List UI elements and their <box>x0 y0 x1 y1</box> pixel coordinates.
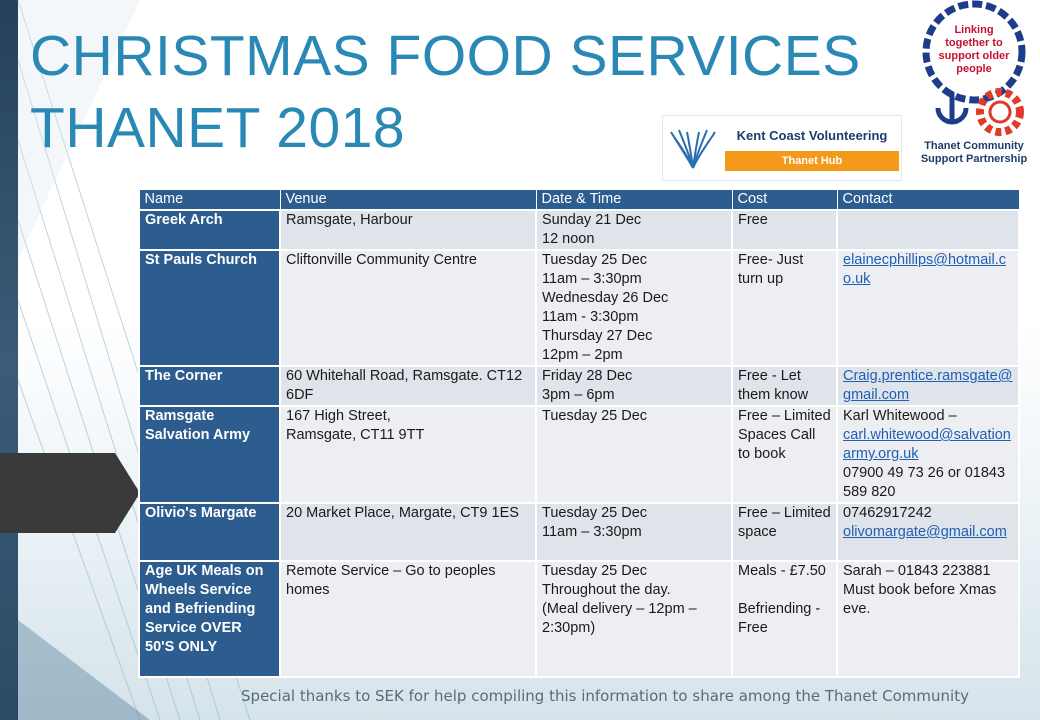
left-accent-band <box>0 0 18 720</box>
row-venue: 60 Whitehall Road, Ramsgate. CT12 6DF <box>279 365 537 407</box>
kcv-hub-label: Thanet Hub <box>725 151 899 171</box>
email-link[interactable]: elainecphillips@hotmail.co.uk <box>843 252 1007 287</box>
row-contact: elainecphillips@hotmail.co.uk <box>836 249 1020 367</box>
email-link[interactable]: carl.whitewood@salvationarmy.org.uk <box>843 427 1011 462</box>
table-row: Ramsgate Salvation Army 167 High Street,… <box>138 405 1020 504</box>
row-contact: 07462917242 olivomargate@gmail.com <box>836 502 1020 562</box>
page-title-line1: CHRISTMAS FOOD SERVICES <box>30 24 861 88</box>
contact-phone: 07462917242 <box>843 505 932 521</box>
row-name: Age UK Meals on Wheels Service and Befri… <box>138 560 281 678</box>
row-venue: 167 High Street, Ramsgate, CT11 9TT <box>279 405 537 504</box>
header-name: Name <box>138 189 281 211</box>
table-row: Olivio's Margate 20 Market Place, Margat… <box>138 502 1020 562</box>
row-date: Sunday 21 Dec 12 noon <box>535 209 733 251</box>
table-header-row: Name Venue Date & Time Cost Contact <box>138 189 1020 211</box>
page-title-line2: THANET 2018 <box>30 96 406 160</box>
services-table: Name Venue Date & Time Cost Contact Gree… <box>138 189 1020 678</box>
row-venue: Cliftonville Community Centre <box>279 249 537 367</box>
contact-phone: 07900 49 73 26 or 01843 589 820 <box>843 465 1006 500</box>
header-date-time: Date & Time <box>535 189 733 211</box>
dark-arrow-tab <box>0 453 140 533</box>
row-cost: Free <box>731 209 838 251</box>
tcsp-logo: Linking together to support older people… <box>908 0 1040 180</box>
header-cost: Cost <box>731 189 838 211</box>
email-link[interactable]: Craig.prentice.ramsgate@gmail.com <box>843 368 1013 403</box>
row-contact: Sarah – 01843 223881 Must book before Xm… <box>836 560 1020 678</box>
row-name: Ramsgate Salvation Army <box>138 405 281 504</box>
tcsp-org-name: Thanet Community Support Partnership <box>920 140 1028 165</box>
chain-ring-icon <box>922 0 1026 136</box>
email-link[interactable]: olivomargate@gmail.com <box>843 524 1007 540</box>
row-cost: Free - Let them know <box>731 365 838 407</box>
table-row: Age UK Meals on Wheels Service and Befri… <box>138 560 1020 678</box>
kent-coast-volunteering-logo: Kent Coast Volunteering Thanet Hub <box>662 115 902 181</box>
table-row: Greek Arch Ramsgate, Harbour Sunday 21 D… <box>138 209 1020 251</box>
table-row: St Pauls Church Cliftonville Community C… <box>138 249 1020 367</box>
row-cost: Free – Limited space <box>731 502 838 562</box>
tcsp-ring-text: Linking together to support older people <box>938 24 1010 75</box>
row-venue: Remote Service – Go to peoples homes <box>279 560 537 678</box>
row-venue: 20 Market Place, Margate, CT9 1ES <box>279 502 537 562</box>
row-cost: Free- Just turn up <box>731 249 838 367</box>
row-date: Tuesday 25 Dec <box>535 405 733 504</box>
row-date: Tuesday 25 Dec Throughout the day. (Meal… <box>535 560 733 678</box>
header-contact: Contact <box>836 189 1020 211</box>
table-row: The Corner 60 Whitehall Road, Ramsgate. … <box>138 365 1020 407</box>
row-cost: Meals - £7.50 Befriending - Free <box>731 560 838 678</box>
header-venue: Venue <box>279 189 537 211</box>
butterfly-wings-icon <box>670 129 716 169</box>
footer-credit: Special thanks to SEK for help compiling… <box>241 687 969 705</box>
row-contact: Karl Whitewood – carl.whitewood@salvation… <box>836 405 1020 504</box>
row-name: St Pauls Church <box>138 249 281 367</box>
row-name: Greek Arch <box>138 209 281 251</box>
row-date: Friday 28 Dec 3pm – 6pm <box>535 365 733 407</box>
row-name: Olivio's Margate <box>138 502 281 562</box>
row-venue: Ramsgate, Harbour <box>279 209 537 251</box>
row-cost: Free – Limited Spaces Call to book <box>731 405 838 504</box>
row-name: The Corner <box>138 365 281 407</box>
row-date: Tuesday 25 Dec 11am – 3:30pm <box>535 502 733 562</box>
row-date: Tuesday 25 Dec 11am – 3:30pm Wednesday 2… <box>535 249 733 367</box>
contact-person: Karl Whitewood – <box>843 408 957 424</box>
row-contact <box>836 209 1020 251</box>
row-contact: Craig.prentice.ramsgate@gmail.com <box>836 365 1020 407</box>
kcv-name: Kent Coast Volunteering <box>736 128 888 143</box>
